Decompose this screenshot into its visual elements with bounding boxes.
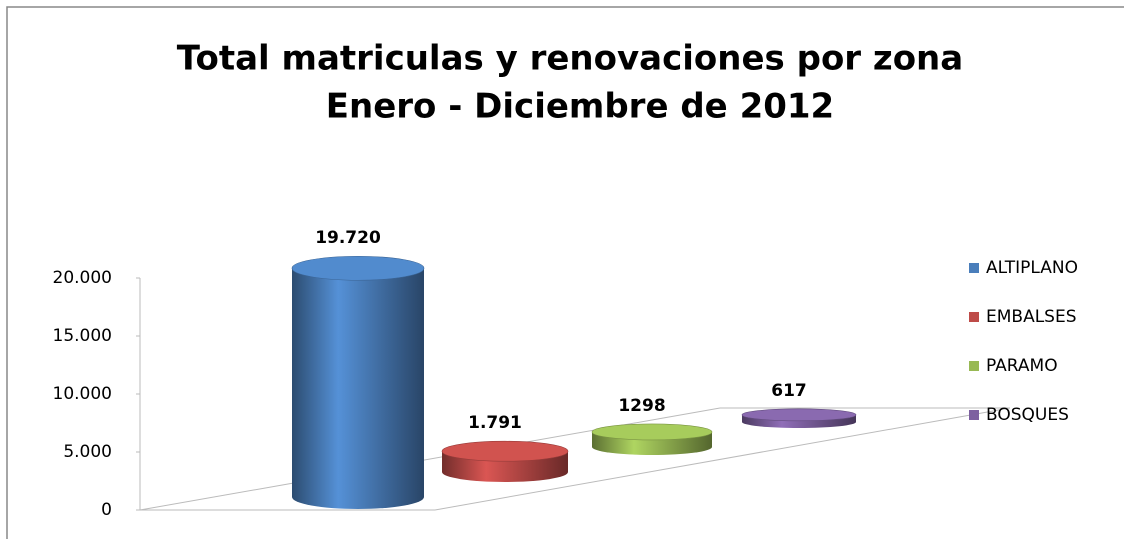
bar-top [741, 408, 857, 422]
y-tick-label: 15.000 [53, 326, 112, 346]
value-label: 1298 [618, 396, 665, 416]
bar-body [292, 268, 424, 497]
chart-subtitle: Enero - Diciembre de 2012 [326, 87, 834, 127]
legend-swatch [969, 263, 979, 273]
legend-label: PARAMO [986, 356, 1058, 376]
y-tick-label: 0 [101, 500, 112, 520]
legend-label: EMBALSES [986, 307, 1077, 327]
legend-swatch [969, 410, 979, 420]
bar-top [441, 440, 569, 462]
bar-top [291, 255, 425, 281]
bar [291, 255, 425, 509]
chart-title: Total matriculas y renovaciones por zona [177, 39, 963, 79]
legend-swatch [969, 361, 979, 371]
value-label: 19.720 [315, 228, 381, 248]
y-tick-label: 5.000 [63, 442, 112, 462]
value-label: 1.791 [468, 413, 522, 433]
bar-top [591, 423, 713, 441]
y-tick-label: 10.000 [53, 384, 112, 404]
bar [741, 408, 857, 428]
bar [591, 423, 713, 455]
value-label: 617 [771, 381, 807, 401]
legend-label: BOSQUES [986, 405, 1069, 425]
legend-swatch [969, 312, 979, 322]
legend-label: ALTIPLANO [986, 258, 1078, 278]
y-tick-label: 20.000 [53, 268, 112, 288]
bar [441, 440, 569, 482]
